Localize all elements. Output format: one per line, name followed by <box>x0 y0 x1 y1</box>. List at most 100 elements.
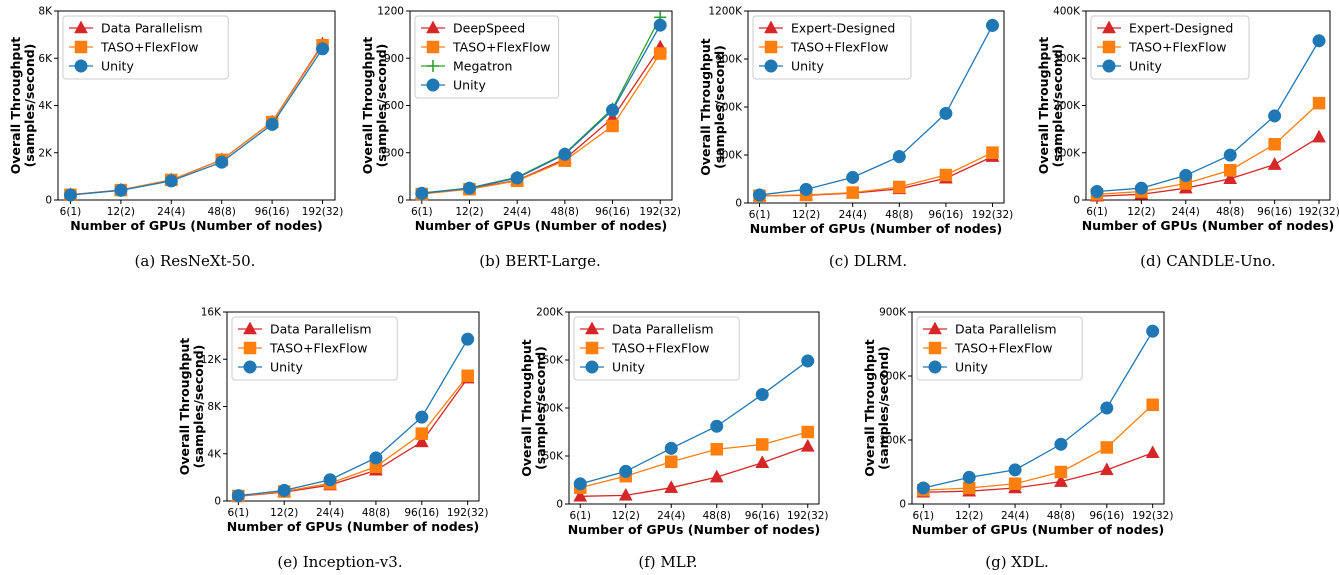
legend-marker <box>74 20 88 34</box>
data-point <box>1223 148 1237 162</box>
data-point <box>265 117 279 131</box>
y-tick-label: 8K <box>207 401 222 413</box>
series-line <box>923 330 1154 489</box>
data-point <box>846 186 859 199</box>
y-tick-label: 0 <box>45 195 52 207</box>
data-point <box>755 455 770 468</box>
x-tick-label: 12(2) <box>107 206 135 218</box>
series-line <box>238 338 469 497</box>
chart-caption: (b) BERT-Large. <box>479 252 601 270</box>
data-point <box>618 487 633 501</box>
x-axis-label: Number of GPUs (Number of nodes) <box>415 218 668 233</box>
series-line <box>759 25 994 196</box>
y-tick-label: 900 <box>384 53 404 65</box>
legend-marker <box>243 360 257 374</box>
x-axis-label: Number of GPUs (Number of nodes) <box>912 522 1165 537</box>
x-tick-label: 192(32) <box>972 209 1014 221</box>
y-tick-label: 4K <box>207 448 222 460</box>
data-point <box>801 425 814 439</box>
x-tick-label: 12(2) <box>270 507 298 519</box>
legend-box <box>231 316 398 381</box>
y-axis-label-line: Overall Throughput <box>8 37 23 175</box>
data-point <box>800 438 815 452</box>
x-axis-label: Number of GPUs (Number of nodes) <box>227 519 480 534</box>
legend-label: Expert-Designed <box>791 21 895 36</box>
y-tick-label: 600K <box>879 371 907 383</box>
y-axis-label: Overall Throughput(samples/second) <box>8 37 37 175</box>
y-tick-label: 1200K <box>708 6 743 18</box>
legend-marker <box>426 78 440 92</box>
data-point <box>846 170 860 184</box>
x-axis-label: Number of GPUs (Number of nodes) <box>70 218 323 233</box>
data-point <box>462 181 477 195</box>
data-point <box>653 47 667 60</box>
data-point <box>1054 465 1068 479</box>
y-tick-label: 4K <box>38 100 53 112</box>
y-tick-label: 900K <box>879 307 907 319</box>
data-point <box>752 188 767 202</box>
data-point <box>664 480 679 493</box>
y-axis-label-line: (samples/second) <box>533 346 548 470</box>
y-tick-label: 0 <box>735 198 742 210</box>
x-tick-label: 48(8) <box>208 206 236 218</box>
y-tick-label: 900K <box>715 54 743 66</box>
legend-marker <box>74 40 88 54</box>
x-tick-label: 24(4) <box>503 206 531 218</box>
legend-marker <box>74 59 88 73</box>
x-tick-label: 192(32) <box>1132 510 1174 522</box>
data-point <box>1179 168 1193 182</box>
x-tick-label: 24(4) <box>316 507 344 519</box>
data-point <box>710 419 724 433</box>
data-point <box>323 473 337 487</box>
data-point <box>801 354 815 368</box>
data-point <box>415 427 429 440</box>
y-tick-label: 2K <box>38 147 53 159</box>
legend-label: TASO+FlexFlow <box>100 40 199 55</box>
data-point <box>962 470 976 484</box>
series-line <box>238 375 469 497</box>
legend-label: Unity <box>791 59 824 74</box>
legend-label: Megatron <box>453 59 512 74</box>
data-point <box>415 410 429 424</box>
data-point <box>1268 109 1282 123</box>
x-tick-label: 96(16) <box>928 209 963 221</box>
x-tick-label: 6(1) <box>749 209 771 221</box>
data-point <box>1312 129 1326 143</box>
data-point <box>315 42 330 56</box>
x-tick-label: 48(8) <box>703 510 731 522</box>
legend-marker <box>928 341 942 355</box>
legend-label: TASO+FlexFlow <box>954 341 1053 356</box>
x-tick-label: 6(1) <box>1086 206 1108 218</box>
series-line <box>759 152 993 197</box>
chart-panel: 0 300K 600K 900K 1200K 6(1) 12(2) 24(4) 48(8) 96(… <box>698 6 1013 271</box>
x-tick-label: 6(1) <box>411 206 433 218</box>
y-tick-label: 0 <box>556 499 563 511</box>
y-axis-label: Overall Throughput(samples/second) <box>177 338 206 476</box>
data-point <box>1223 163 1237 177</box>
y-tick-label: 0 <box>899 499 906 511</box>
series-line <box>1096 136 1320 197</box>
y-tick-label: 0 <box>214 496 221 508</box>
data-point <box>892 150 906 164</box>
y-tick-label: 300K <box>715 150 743 162</box>
chart-caption: (c) DLRM. <box>829 252 907 270</box>
data-point <box>939 106 953 120</box>
legend-marker <box>1102 59 1116 73</box>
data-point <box>369 451 383 465</box>
x-tick-label: 96(16) <box>745 510 780 522</box>
legend-box <box>414 15 560 99</box>
data-point <box>277 483 291 497</box>
y-axis-label: Overall Throughput(samples/second) <box>519 339 548 477</box>
legend-label: Unity <box>955 360 988 375</box>
chart-caption: (d) CANDLE-Uno. <box>1140 252 1276 270</box>
x-tick-label: 48(8) <box>1047 510 1075 522</box>
x-tick-label: 24(4) <box>157 206 185 218</box>
data-point <box>619 464 633 478</box>
x-tick-label: 24(4) <box>1001 510 1029 522</box>
data-point <box>1268 137 1281 151</box>
data-point <box>1100 441 1114 454</box>
data-point <box>215 155 229 169</box>
x-tick-label: 192(32) <box>787 510 829 522</box>
data-point <box>1099 462 1114 476</box>
legend-box <box>1090 15 1250 80</box>
